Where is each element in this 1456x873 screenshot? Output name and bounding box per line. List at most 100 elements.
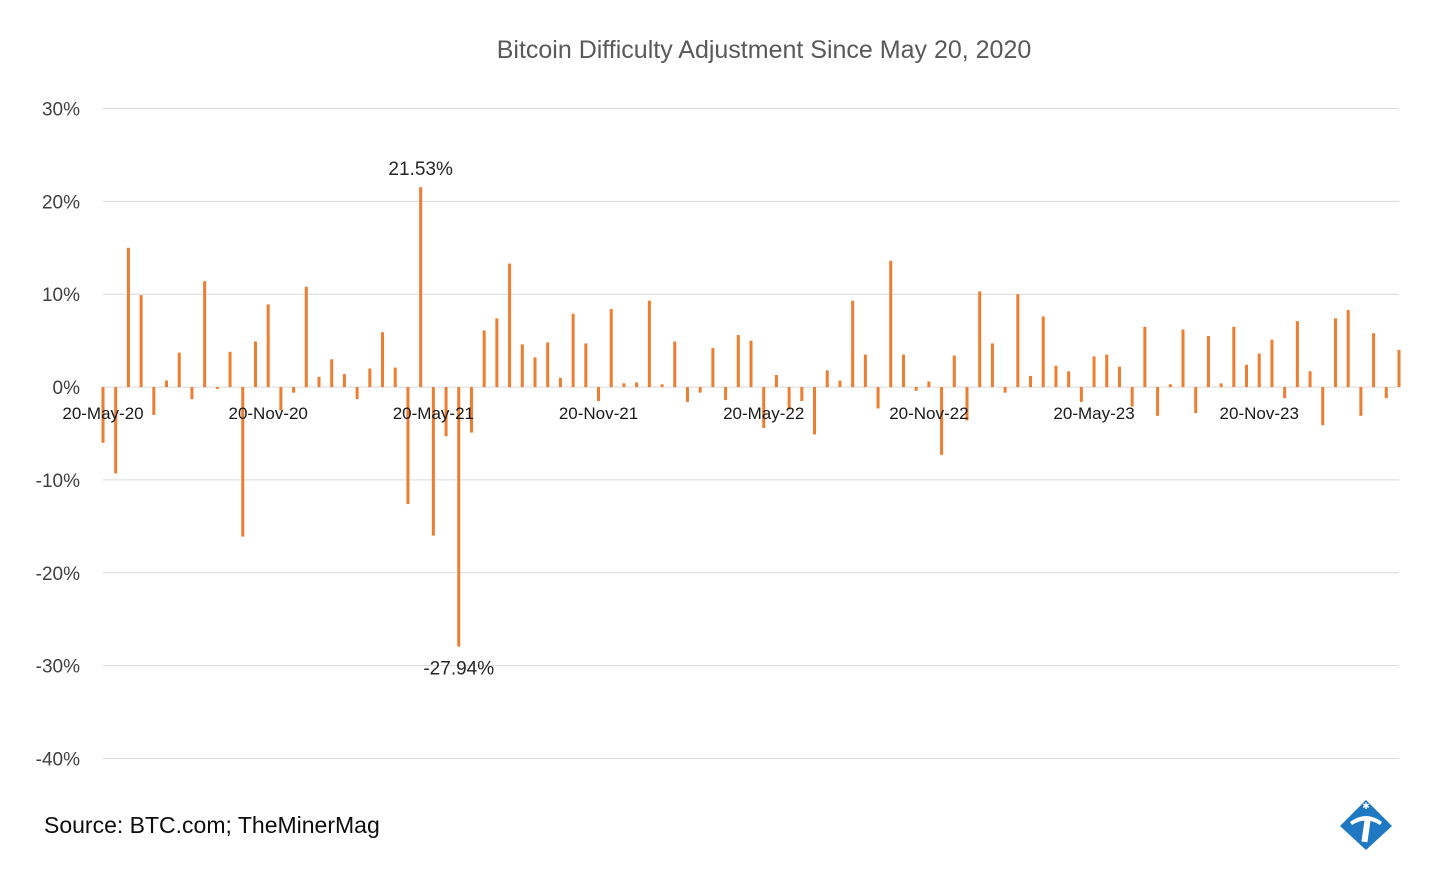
y-tick-label: 30% xyxy=(42,100,80,121)
bar xyxy=(1156,387,1160,416)
bar xyxy=(457,387,461,647)
y-tick-label: -10% xyxy=(36,471,80,492)
bar xyxy=(381,332,385,388)
bar xyxy=(965,387,969,421)
bar xyxy=(647,300,651,388)
bar xyxy=(317,376,321,388)
bar xyxy=(1092,356,1096,388)
bar xyxy=(1397,349,1401,388)
y-tick-label: -20% xyxy=(36,564,80,585)
bar xyxy=(1003,387,1007,393)
bar xyxy=(393,367,397,388)
x-tick-label: 20-Nov-20 xyxy=(228,404,307,423)
bar xyxy=(139,295,143,388)
bar xyxy=(1232,326,1236,388)
bar xyxy=(558,377,562,388)
bar xyxy=(419,187,423,388)
data-labels: 21.53% -27.94% xyxy=(388,159,494,679)
bar xyxy=(469,387,473,433)
bar xyxy=(1079,387,1083,402)
bar xyxy=(190,387,194,400)
bar xyxy=(126,247,130,388)
bar xyxy=(698,387,702,393)
bar xyxy=(876,387,880,409)
bar xyxy=(1168,384,1172,388)
y-tick-label: 20% xyxy=(42,192,80,213)
x-tick-label: 20-May-20 xyxy=(62,404,143,423)
bar xyxy=(724,387,728,401)
bar xyxy=(1041,316,1045,388)
bar xyxy=(533,357,537,388)
bar xyxy=(914,387,918,391)
gridlines xyxy=(103,108,1399,759)
y-tick-label: 0% xyxy=(53,378,81,399)
bars xyxy=(101,187,1401,647)
bar xyxy=(762,387,766,428)
bar xyxy=(838,380,842,388)
bar xyxy=(1206,336,1210,388)
x-tick-label: 20-Nov-22 xyxy=(889,404,968,423)
pickaxe-logo-icon: ✱ xyxy=(1340,800,1392,850)
bar xyxy=(622,383,626,388)
bar xyxy=(584,343,588,388)
bar xyxy=(444,387,448,437)
svg-text:✱: ✱ xyxy=(1362,802,1370,812)
bar xyxy=(1143,326,1147,388)
bar xyxy=(1333,318,1337,388)
bar xyxy=(1270,339,1274,388)
bar xyxy=(787,387,791,410)
bar xyxy=(1054,365,1058,388)
x-tick-label: 20-Nov-23 xyxy=(1220,404,1299,423)
source-note: Source: BTC.com; TheMinerMag xyxy=(44,812,380,838)
bar xyxy=(1105,354,1109,388)
bar xyxy=(165,380,169,388)
bar xyxy=(1346,310,1350,388)
bar xyxy=(253,341,257,388)
bar xyxy=(863,354,867,388)
bar xyxy=(203,281,207,388)
x-tick-label: 20-Nov-21 xyxy=(559,404,638,423)
bar xyxy=(177,352,181,388)
bar xyxy=(990,343,994,388)
bar xyxy=(1257,353,1261,388)
bar xyxy=(1117,366,1121,388)
bar xyxy=(406,387,410,505)
x-tick-label: 20-May-23 xyxy=(1053,404,1134,423)
bar xyxy=(1283,387,1287,399)
bar xyxy=(1295,321,1299,388)
bar xyxy=(279,387,283,411)
bar xyxy=(749,340,753,388)
bar xyxy=(482,330,486,388)
x-axis: 20-May-20 20-Nov-20 20-May-21 20-Nov-21 20-M… xyxy=(62,404,1299,423)
bar xyxy=(1029,375,1033,388)
bar xyxy=(520,344,524,388)
bar xyxy=(1372,333,1376,388)
bar xyxy=(304,286,308,388)
bar xyxy=(1308,371,1312,388)
data-label: -27.94% xyxy=(423,659,494,680)
bar xyxy=(978,291,982,388)
bar xyxy=(660,384,664,388)
y-tick-label: -30% xyxy=(36,657,80,678)
bar xyxy=(546,342,550,388)
bar xyxy=(228,351,232,388)
bar xyxy=(508,263,512,388)
bar xyxy=(1067,371,1071,388)
x-tick-label: 20-May-22 xyxy=(723,404,804,423)
bar xyxy=(635,382,639,388)
bar xyxy=(495,318,499,388)
bar xyxy=(1194,387,1198,414)
bar xyxy=(1321,387,1325,426)
bar xyxy=(1016,294,1020,388)
data-label: 21.53% xyxy=(388,159,453,180)
bar xyxy=(597,387,601,401)
bar xyxy=(1219,383,1223,388)
bar xyxy=(431,387,435,536)
bar xyxy=(825,370,829,388)
y-tick-label: 10% xyxy=(42,285,80,306)
bar xyxy=(330,359,334,388)
bar xyxy=(1245,364,1249,388)
bar xyxy=(114,387,118,474)
bar xyxy=(266,304,270,388)
